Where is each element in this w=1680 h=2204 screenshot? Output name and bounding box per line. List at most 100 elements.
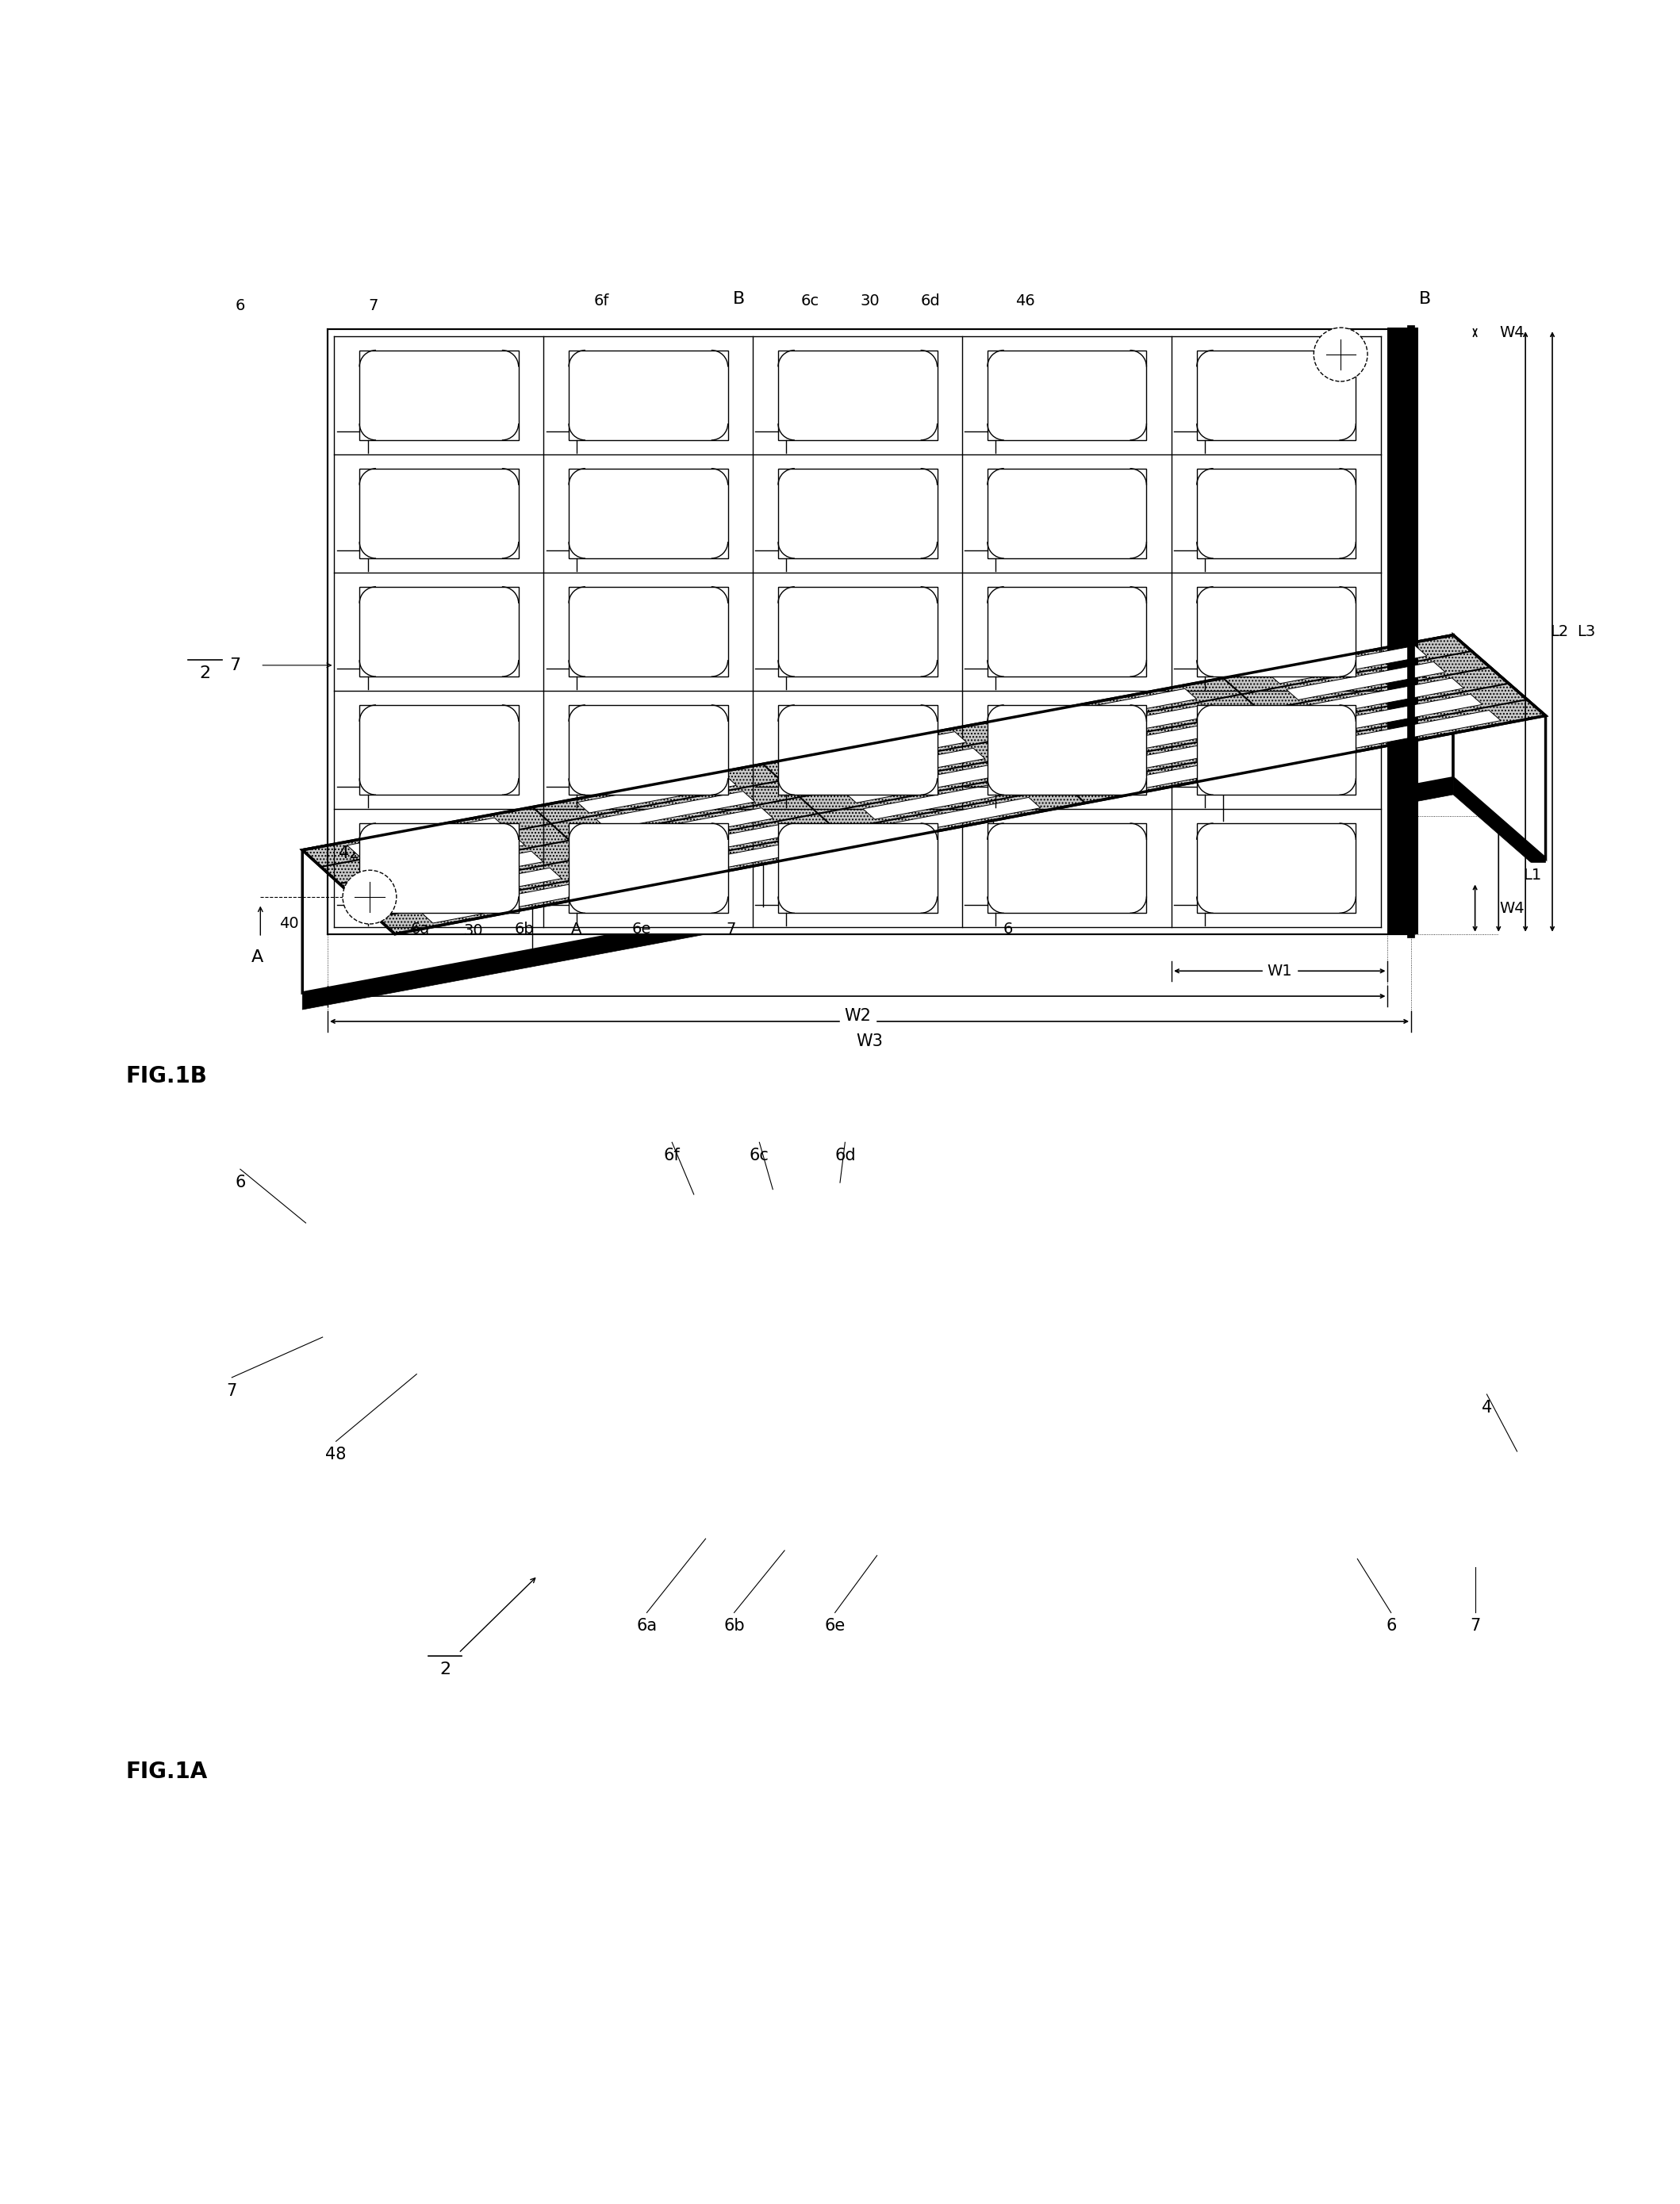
Text: 30: 30: [464, 923, 484, 939]
Polygon shape: [652, 842, 810, 879]
Polygon shape: [864, 780, 1021, 820]
Bar: [1196, 586, 1356, 677]
Bar: [570, 469, 727, 558]
Text: 44: 44: [1342, 346, 1362, 361]
Text: W1: W1: [1267, 963, 1292, 979]
Text: 7: 7: [368, 298, 378, 313]
Polygon shape: [633, 824, 791, 862]
Polygon shape: [827, 747, 984, 787]
Text: 6: 6: [1003, 921, 1013, 937]
Bar: [570, 824, 727, 912]
Polygon shape: [1305, 679, 1463, 716]
Text: 7: 7: [726, 921, 736, 937]
Text: 6e: 6e: [825, 1618, 845, 1633]
Bar: [1196, 350, 1356, 441]
Text: 48: 48: [326, 1446, 346, 1463]
Text: 6a: 6a: [410, 921, 430, 937]
Text: 7: 7: [230, 657, 240, 672]
Text: 6a: 6a: [637, 1618, 657, 1633]
Polygon shape: [302, 635, 1453, 992]
Text: 6: 6: [235, 298, 245, 313]
Text: W2: W2: [845, 1009, 870, 1025]
Polygon shape: [578, 776, 736, 813]
Bar: [328, 328, 1411, 934]
Bar: [1196, 705, 1356, 796]
Bar: [988, 350, 1146, 441]
Text: L1: L1: [1524, 868, 1541, 882]
Bar: [360, 350, 519, 441]
Polygon shape: [1287, 661, 1445, 701]
Text: 46: 46: [1015, 293, 1035, 309]
Bar: [1196, 824, 1356, 912]
Text: 42: 42: [339, 846, 360, 862]
Text: L3: L3: [1578, 624, 1594, 639]
Polygon shape: [1342, 710, 1500, 749]
Polygon shape: [615, 809, 773, 846]
Polygon shape: [348, 818, 506, 855]
Text: B: B: [1418, 291, 1431, 306]
Text: W4: W4: [1500, 901, 1524, 915]
Polygon shape: [882, 798, 1040, 835]
Bar: [778, 705, 937, 796]
Bar: [988, 469, 1146, 558]
Bar: [778, 469, 937, 558]
Polygon shape: [422, 884, 580, 923]
Text: 6c: 6c: [749, 1148, 769, 1164]
Text: 6d: 6d: [835, 1148, 855, 1164]
Text: 7: 7: [227, 1382, 237, 1400]
Text: 6d: 6d: [921, 293, 941, 309]
Polygon shape: [1453, 778, 1546, 875]
Bar: [570, 586, 727, 677]
Polygon shape: [1453, 635, 1546, 857]
Text: 7: 7: [1420, 666, 1430, 681]
Text: 6e: 6e: [632, 921, 652, 937]
Text: 6b: 6b: [514, 921, 534, 937]
Text: 30: 30: [860, 293, 880, 309]
Polygon shape: [302, 635, 1546, 934]
Text: W4: W4: [1500, 326, 1524, 339]
Bar: [988, 705, 1146, 796]
Text: 6f: 6f: [664, 1148, 680, 1164]
Text: 4: 4: [1482, 1400, 1492, 1415]
Polygon shape: [845, 765, 1003, 802]
Bar: [1196, 469, 1356, 558]
Text: 2: 2: [440, 1662, 450, 1677]
Polygon shape: [1038, 688, 1196, 727]
Bar: [778, 350, 937, 441]
Circle shape: [343, 871, 396, 923]
Text: A: A: [250, 950, 264, 965]
Polygon shape: [366, 835, 524, 873]
Bar: [1388, 328, 1418, 934]
Text: B: B: [732, 291, 746, 306]
Bar: [360, 469, 519, 558]
Polygon shape: [1057, 705, 1215, 743]
Polygon shape: [302, 778, 1453, 1009]
Text: FIG.1B: FIG.1B: [126, 1065, 208, 1087]
Bar: [360, 824, 519, 912]
Bar: [988, 824, 1146, 912]
Bar: [360, 705, 519, 796]
Text: 6: 6: [235, 1175, 245, 1190]
Polygon shape: [1268, 646, 1426, 683]
Polygon shape: [1112, 754, 1270, 791]
Text: 2: 2: [200, 666, 210, 681]
Text: A: A: [571, 921, 581, 937]
Polygon shape: [808, 732, 966, 769]
Text: 6: 6: [1386, 1618, 1396, 1633]
Bar: [360, 586, 519, 677]
Bar: [988, 586, 1146, 677]
Text: 6f: 6f: [593, 293, 610, 309]
Text: W3: W3: [857, 1034, 882, 1049]
Polygon shape: [385, 851, 543, 890]
Polygon shape: [1324, 694, 1482, 732]
Polygon shape: [596, 791, 754, 829]
Text: L2: L2: [1551, 624, 1567, 639]
Text: 7: 7: [1470, 1618, 1480, 1633]
Text: 6c: 6c: [801, 293, 818, 309]
Bar: [570, 705, 727, 796]
Circle shape: [1314, 328, 1368, 381]
Bar: [778, 824, 937, 912]
Bar: [570, 350, 727, 441]
Polygon shape: [1094, 738, 1252, 776]
Text: 40: 40: [279, 917, 299, 932]
